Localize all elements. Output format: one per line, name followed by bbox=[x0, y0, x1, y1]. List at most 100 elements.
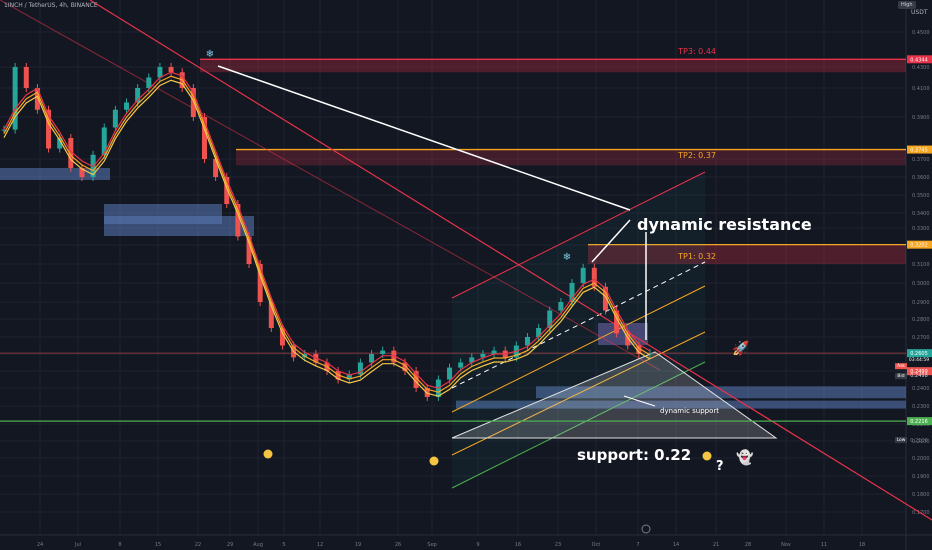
price-badge bbox=[907, 349, 932, 358]
x-tick-label: 26 bbox=[395, 542, 401, 548]
x-tick-label: 14 bbox=[673, 542, 679, 548]
candle-body bbox=[380, 350, 386, 354]
channel-upper-mid bbox=[451, 285, 706, 413]
y-tick-label: 0.2000 bbox=[912, 456, 930, 462]
smile-icon-2 bbox=[429, 456, 439, 466]
price-badge-text: 0.2605 bbox=[910, 351, 928, 357]
candle-body bbox=[569, 283, 575, 302]
x-tick-label: 12 bbox=[317, 542, 323, 548]
candle-body bbox=[224, 177, 230, 204]
x-tick-label: Nov bbox=[781, 542, 791, 548]
y-tick-label: 0.2300 bbox=[912, 404, 930, 410]
y-tick-label: 0.2100 bbox=[912, 439, 930, 445]
candle-body bbox=[346, 374, 352, 380]
tp3-label: TP3: 0.44 bbox=[677, 47, 716, 56]
ema-mid bbox=[3, 75, 651, 393]
candle-body bbox=[57, 138, 63, 149]
channel-fill bbox=[452, 172, 705, 488]
dynamic-resistance-label: dynamic resistance bbox=[637, 215, 812, 234]
candle-body bbox=[46, 109, 52, 149]
candle-body bbox=[190, 88, 196, 117]
x-tick-label: 8 bbox=[118, 542, 121, 548]
price-badge-text: 0.2499 bbox=[910, 369, 928, 375]
y-tick-label: 0.2800 bbox=[912, 317, 930, 323]
ema-fast bbox=[3, 71, 651, 389]
candle-body bbox=[491, 350, 497, 354]
x-tick-label: 18 bbox=[859, 542, 865, 548]
y-tick-label: 0.2400 bbox=[912, 386, 930, 392]
x-tick-label: Sep bbox=[427, 542, 436, 548]
candle-body bbox=[201, 117, 207, 159]
candle-body bbox=[614, 310, 620, 334]
candle-body bbox=[146, 77, 152, 88]
ghost-icon: 👻 bbox=[736, 448, 754, 466]
candle-body bbox=[524, 337, 530, 346]
smile-icon-3 bbox=[702, 451, 712, 461]
low-label: Low bbox=[897, 437, 906, 443]
x-tick-label: 21 bbox=[713, 542, 719, 548]
x-tick-label: Jul bbox=[74, 542, 81, 548]
channel-mid-dashed bbox=[451, 261, 706, 389]
go-to-date-icon[interactable] bbox=[641, 524, 651, 534]
y-tick-label: 0.3500 bbox=[912, 193, 930, 199]
candle-body bbox=[357, 362, 363, 375]
price-badge bbox=[907, 145, 932, 154]
ask-label: Ask bbox=[897, 363, 905, 369]
currency-label[interactable]: USDT bbox=[911, 9, 928, 16]
candle-body bbox=[602, 286, 608, 311]
candle-body bbox=[1, 129, 7, 131]
channel-lower-mid bbox=[451, 331, 706, 456]
arrow-dynamic-support bbox=[623, 395, 656, 407]
candle-body bbox=[279, 328, 285, 346]
price-badge-text: 0.2216 bbox=[910, 419, 928, 425]
x-tick-label: 5 bbox=[282, 542, 285, 548]
candle-body bbox=[246, 236, 252, 264]
x-tick-label: Aug bbox=[253, 542, 263, 548]
rocket-icon: 🚀 bbox=[732, 340, 750, 357]
price-badge-text: 0.4344 bbox=[910, 57, 928, 63]
candle-body bbox=[101, 127, 107, 155]
candle-body bbox=[558, 302, 564, 311]
demand-zone-2 bbox=[104, 216, 254, 236]
snowflake-icon-1: ❄ bbox=[206, 49, 214, 60]
bid-label: Bid bbox=[897, 373, 904, 379]
candle-body bbox=[257, 264, 263, 302]
channel-bottom bbox=[451, 361, 706, 489]
candle-body bbox=[79, 168, 85, 177]
y-tick-label: 0.3000 bbox=[912, 281, 930, 287]
y-tick-label: 0.3400 bbox=[912, 211, 930, 217]
tp3-zone bbox=[200, 59, 906, 73]
x-tick-label: 19 bbox=[355, 542, 361, 548]
high-badge: High bbox=[898, 1, 916, 9]
candle-body bbox=[235, 204, 241, 237]
tp1-zone bbox=[588, 244, 906, 264]
x-tick-label: 24 bbox=[37, 542, 43, 548]
x-tick-label: 16 bbox=[515, 542, 521, 548]
price-badge bbox=[907, 55, 932, 64]
candle-body bbox=[213, 159, 219, 177]
candle-body bbox=[625, 333, 631, 346]
candle-body bbox=[536, 328, 542, 337]
x-tick-label: 11 bbox=[821, 542, 827, 548]
y-tick-label: 0.2700 bbox=[912, 335, 930, 341]
wedge-triangle bbox=[451, 351, 778, 439]
countdown: 03:44:59 bbox=[909, 357, 929, 363]
tp2-zone bbox=[236, 149, 906, 166]
y-tick-label: 0.3700 bbox=[912, 157, 930, 163]
bid-value: 0.2498 bbox=[910, 373, 928, 379]
price-badge-text: 0.3202 bbox=[910, 243, 928, 249]
candle-body bbox=[391, 350, 397, 363]
bid-badge bbox=[895, 373, 907, 380]
low-value: 0.2106 bbox=[910, 438, 928, 444]
question-mark: ? bbox=[716, 459, 724, 474]
ask-badge bbox=[895, 363, 907, 370]
x-tick-label: 15 bbox=[155, 542, 161, 548]
candle-body bbox=[168, 67, 174, 73]
low-badge bbox=[895, 436, 907, 443]
smile-icon-1 bbox=[263, 449, 273, 459]
support-label: support: 0.22 bbox=[577, 446, 691, 464]
arrow-to-tp1 bbox=[591, 219, 631, 263]
candle-body bbox=[112, 109, 118, 128]
demand-zone-4 bbox=[456, 400, 906, 409]
